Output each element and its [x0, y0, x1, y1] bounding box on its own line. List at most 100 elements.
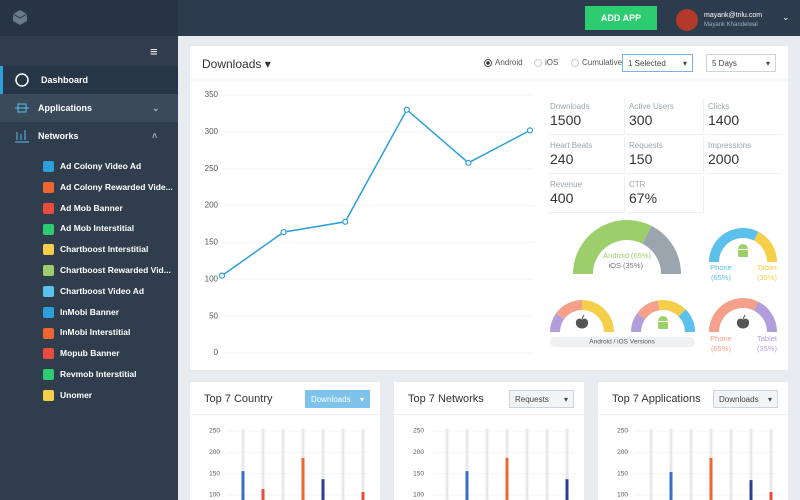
gauge-label: (65%) [711, 344, 732, 353]
logo [0, 0, 178, 36]
point [465, 159, 472, 166]
network-item[interactable]: InMobi Interstitial [43, 322, 173, 342]
gauge-label: Phone [710, 334, 732, 343]
network-item[interactable]: Unomer [43, 385, 173, 405]
gauge-segment [582, 300, 614, 332]
user-menu-caret[interactable]: ⌄ [782, 12, 790, 22]
network-item[interactable]: Chartboost Video Ad [43, 281, 173, 301]
bar-track [361, 429, 365, 500]
y-tick-label: 250 [617, 428, 628, 435]
point [403, 106, 410, 113]
stat-cell [706, 137, 782, 174]
stat-value: 1400 [708, 112, 740, 128]
menu-item[interactable]: Dashboard [0, 66, 178, 94]
card-select-text: Downloads [311, 395, 351, 404]
network-icon [43, 161, 54, 173]
apps-select[interactable]: 1 Selected ▾ [622, 54, 693, 72]
menu-label: Applications [38, 103, 93, 113]
stat-cell [548, 137, 625, 174]
add-app-button[interactable]: ADD APP [585, 6, 657, 30]
network-icon [43, 390, 54, 402]
network-icon [43, 348, 54, 360]
network-item[interactable]: Chartboost Rewarded Vid... [43, 260, 173, 280]
network-item[interactable]: InMobi Banner [43, 302, 173, 322]
gauge-label: iOS [608, 261, 621, 270]
gauge-segment [678, 309, 695, 332]
gauge-label: Tablet [757, 334, 778, 343]
range-select-text: 5 Days [712, 59, 737, 68]
point [280, 229, 287, 236]
network-label: Chartboost Interstitial [60, 244, 149, 255]
gauge-segment [753, 231, 777, 262]
stat-label: Heart Beats [550, 141, 593, 150]
radio-label: Cumulative [582, 58, 623, 67]
bar-track [525, 429, 529, 500]
menu-label: Networks [38, 131, 79, 141]
card-select[interactable]: Requests ▾ [509, 390, 574, 408]
network-item[interactable]: Ad Colony Video Ad [43, 156, 173, 176]
y-tick-label: 100 [209, 492, 220, 499]
hamburger[interactable]: ≡ [150, 44, 158, 59]
bar [505, 457, 509, 500]
network-icon [43, 369, 54, 381]
card-select[interactable]: Downloads ▾ [713, 390, 778, 408]
y-tick-label: 200 [413, 449, 424, 456]
network-icon [43, 223, 54, 235]
network-label: InMobi Banner [60, 306, 120, 317]
gauge-segment [642, 225, 681, 274]
bar-track [729, 429, 733, 500]
stat-label: Impressions [708, 141, 752, 150]
bar [669, 471, 673, 500]
y-tick-label: 150 [413, 470, 424, 477]
y-tick-label: 200 [205, 201, 219, 210]
bar [301, 457, 305, 500]
bar [565, 479, 569, 500]
y-tick-label: 100 [413, 492, 424, 499]
bar-track [445, 429, 449, 500]
stat-cell [548, 176, 625, 213]
stat-cell [627, 176, 704, 213]
gauge-label: (35%) [623, 261, 644, 270]
network-label: Ad Colony Rewarded Vide... [60, 181, 173, 192]
gauge-label: Android [603, 251, 629, 260]
network-item[interactable]: Ad Mob Interstitial [43, 218, 173, 238]
stat-label: Downloads [550, 102, 590, 111]
network-item[interactable]: Mopub Banner [43, 343, 173, 363]
android-icon [658, 316, 668, 321]
network-item[interactable]: Ad Colony Rewarded Vide... [43, 177, 173, 197]
avatar[interactable] [676, 9, 698, 31]
menu-label: Dashboard [41, 75, 89, 85]
y-tick-label: 100 [617, 492, 628, 499]
point [218, 272, 226, 279]
gauge-segment [631, 313, 646, 332]
panel-title-text: Downloads [202, 57, 262, 71]
menu-item[interactable]: Networks ˄ [38, 131, 158, 141]
menu-icons [15, 73, 29, 143]
card-divider [190, 414, 380, 415]
network-item[interactable]: Ad Mob Banner [43, 198, 173, 218]
bar [769, 492, 773, 500]
range-select[interactable]: 5 Days ▾ [706, 54, 776, 72]
stat-value: 1500 [550, 112, 582, 128]
bar-track [769, 429, 773, 500]
gauge-segment [573, 220, 652, 274]
y-tick-label: 300 [205, 127, 219, 136]
radio[interactable] [484, 59, 492, 67]
panel-title[interactable]: Downloads ▾ [202, 57, 271, 71]
network-item[interactable]: Revmob Interstitial [43, 364, 173, 384]
network-item[interactable]: Chartboost Interstitial [43, 239, 173, 259]
radio[interactable] [534, 59, 542, 67]
y-tick-label: 250 [209, 428, 220, 435]
bar-track [649, 429, 653, 500]
network-icon [43, 182, 54, 194]
radio[interactable] [571, 59, 579, 67]
menu-item[interactable]: Applications ⌄ [0, 94, 178, 122]
versions-label: Android / iOS Versions [589, 339, 655, 346]
bar-track [545, 429, 549, 500]
card-select[interactable]: Downloads ▾ [305, 390, 370, 408]
android-icon [738, 250, 748, 257]
card-title: Top 7 Applications [612, 393, 701, 405]
card-title: Top 7 Country [204, 393, 273, 405]
